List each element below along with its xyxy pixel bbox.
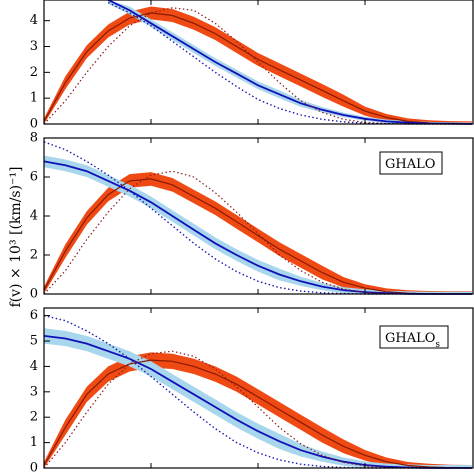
panel-3: 0 1 2 3 4 5 6 GHALOs xyxy=(30,307,474,474)
panel-1-blue_median-line xyxy=(107,0,473,125)
panel-1-red_median-line xyxy=(43,12,473,125)
panel-2-blue_median-band xyxy=(44,155,472,294)
panel-3-label-box xyxy=(379,325,449,349)
panel-2-blue_median-line xyxy=(43,160,472,295)
panel-1-ytick-label: 4 xyxy=(30,13,38,28)
panel-3-ytick-label: 1 xyxy=(30,435,38,450)
panel-3-label-subscript: s xyxy=(435,340,440,350)
panel-2-label-box xyxy=(379,151,443,175)
panel-1-ytick-label: 0 xyxy=(30,117,38,132)
panel-1-ytick-label: 1 xyxy=(30,91,38,106)
panel-3-ytick-label: 5 xyxy=(30,334,38,349)
panel-3-blue_median-band xyxy=(44,328,472,468)
panel-1-red_median-band xyxy=(44,6,472,124)
panel-1: 0 1 2 3 4 xyxy=(30,0,474,132)
panel-3-ytick-label: 6 xyxy=(30,308,38,323)
panel-2-ytick-label: 4 xyxy=(30,209,38,224)
panel-3-ytick-label: 3 xyxy=(30,384,38,399)
panel-3-ytick-label: 2 xyxy=(30,410,38,425)
panel-1-ytick-label: 2 xyxy=(30,65,38,80)
panel-2-ytick-label: 0 xyxy=(30,287,38,302)
panel-3-red_median-line xyxy=(43,359,473,469)
panel-2-label: GHALO xyxy=(385,157,435,172)
panel-3-label: GHALOs xyxy=(385,331,440,350)
panel-2-ytick-label: 8 xyxy=(30,131,38,146)
panel-1-ytick-label: 3 xyxy=(30,39,38,54)
panel-2-ytick-label: 6 xyxy=(30,170,38,185)
panel-2: 0 2 4 6 8 GHALO xyxy=(30,131,474,302)
panel-3-ytick-label: 4 xyxy=(30,359,38,374)
y-axis-label: f(v) × 10³ [(km/s)⁻¹] xyxy=(8,166,24,307)
panel-3-ytick-label: 0 xyxy=(30,461,38,474)
panel-2-ytick-label: 2 xyxy=(30,248,38,263)
panel-1-blue_dotted-line xyxy=(107,1,472,125)
panel-2-red_median-band xyxy=(44,172,472,294)
panel-3-red_median-band xyxy=(44,352,472,468)
